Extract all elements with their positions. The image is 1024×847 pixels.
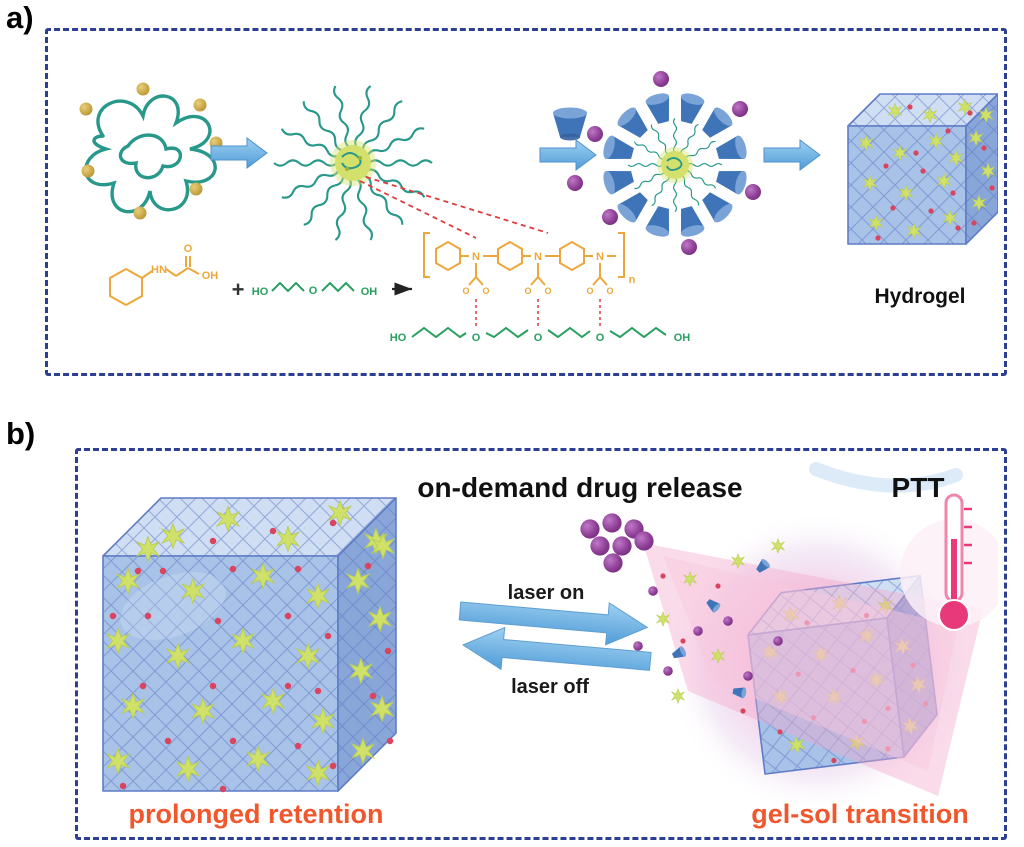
pointer-dash-line — [359, 180, 477, 239]
drug-release-title: on-demand drug release — [417, 472, 742, 503]
atom-label: O — [524, 286, 531, 296]
atom-label: HN — [151, 264, 167, 276]
atom-label: O — [606, 286, 613, 296]
hydrogel-label: Hydrogel — [874, 285, 965, 308]
peg-chain-structure: HO O O O OH — [390, 326, 691, 344]
atom-label: OH — [202, 270, 219, 282]
caption-prolonged-retention: prolonged retention — [129, 799, 384, 829]
drug-cluster — [580, 513, 654, 573]
plus-sign: + — [232, 277, 245, 302]
subscript-n: n — [629, 274, 636, 286]
atom-label: HO — [390, 332, 407, 344]
panel-a-box: Hydrogel HN O OH + HO O OH — [45, 28, 1007, 376]
star-micelle — [272, 84, 434, 242]
atom-label: O — [472, 332, 481, 344]
peg-structure: HO O OH — [252, 281, 378, 298]
atom-label: OH — [674, 332, 691, 344]
hydrogel-cube — [847, 93, 998, 245]
gel-sol-cube — [747, 574, 938, 775]
thermometer-icon — [900, 493, 998, 631]
laser-on-label: laser on — [508, 582, 585, 604]
laser-on-arrow — [458, 601, 649, 646]
atom-label: N — [596, 251, 604, 263]
step-arrow-icon — [539, 139, 597, 171]
atom-label: O — [462, 286, 469, 296]
hydrogel-cube-large — [102, 497, 397, 793]
hydrogen-bond-lines — [475, 299, 601, 327]
ptt-swoosh — [809, 462, 963, 493]
atom-label: O — [482, 286, 489, 296]
step-arrow-icon — [210, 137, 268, 169]
atom-label: HO — [252, 286, 269, 298]
atom-label: N — [472, 251, 480, 263]
panel-b-box: laser on laser off on-demand drug releas… — [75, 448, 1007, 840]
panel-a-label: a) — [6, 0, 34, 35]
atom-label: O — [596, 332, 605, 344]
panel-a-illustration: Hydrogel HN O OH + HO O OH — [79, 71, 998, 344]
cyclodextrin-cone-icon — [553, 107, 587, 141]
atom-label: O — [544, 286, 551, 296]
atom-label: O — [586, 286, 593, 296]
laser-beam — [643, 543, 983, 796]
monomer-structure: HN O OH — [109, 243, 219, 307]
atom-label: O — [184, 243, 193, 255]
atom-label: OH — [361, 286, 378, 298]
micelle-with-cyclodextrins — [587, 71, 761, 255]
step-arrow-icon — [763, 139, 821, 171]
atom-label: O — [309, 285, 318, 297]
polymer-structure: N N N n O O O — [423, 232, 636, 296]
ptt-label: PTT — [892, 472, 945, 503]
drug-molecule-icon — [567, 175, 583, 191]
caption-gel-sol-transition: gel-sol transition — [751, 799, 969, 829]
panel-b-illustration: laser on laser off on-demand drug releas… — [102, 462, 998, 829]
laser-off-arrow — [461, 626, 652, 671]
laser-off-label: laser off — [511, 676, 589, 698]
panel-b-label: b) — [6, 416, 36, 451]
laser-beam-core — [663, 556, 958, 771]
pointer-dash-line — [365, 176, 549, 234]
atom-label: O — [534, 332, 543, 344]
atom-label: N — [534, 251, 542, 263]
